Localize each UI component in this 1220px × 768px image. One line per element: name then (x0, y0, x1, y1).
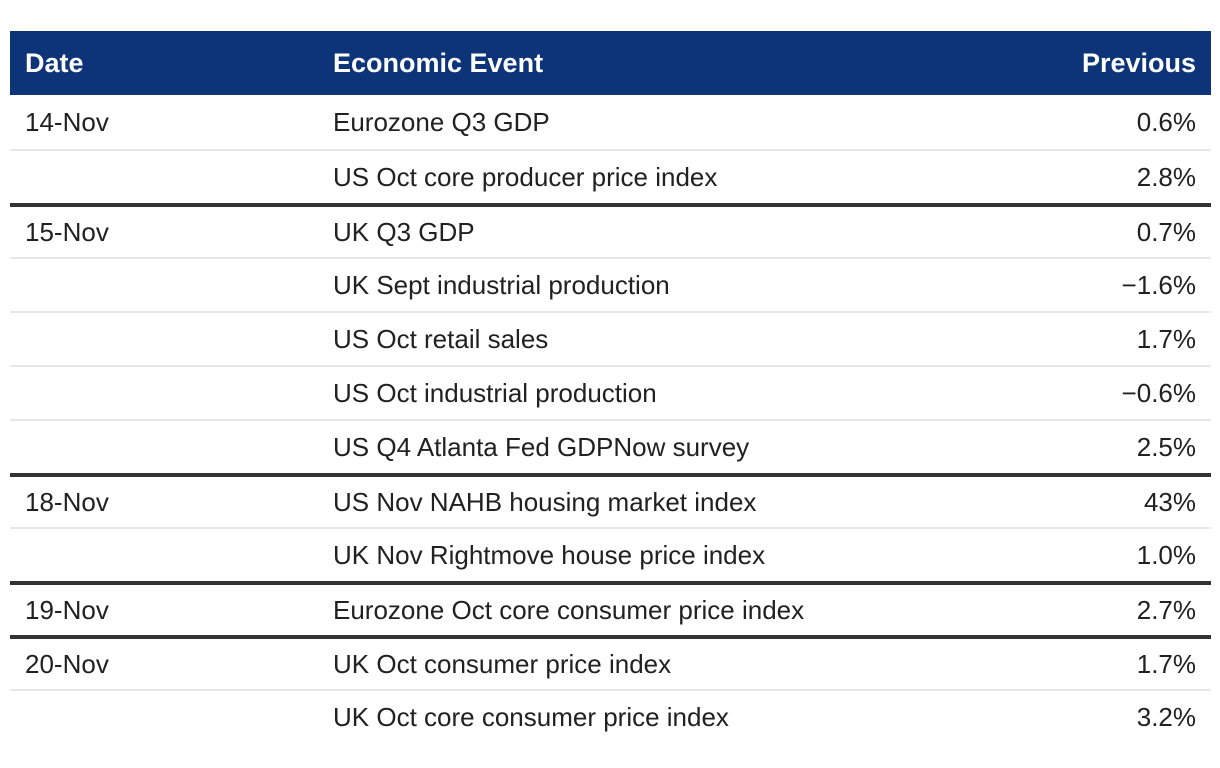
previous-cell: 0.7% (1136, 216, 1196, 247)
previous-cell: 3.2% (1136, 701, 1196, 732)
table-row: US Oct core producer price index 2.8% (10, 149, 1211, 203)
event-cell: US Oct retail sales (333, 323, 549, 354)
event-cell: UK Sept industrial production (333, 269, 670, 300)
date-cell: 15-Nov (25, 216, 109, 247)
table-row: 14-Nov Eurozone Q3 GDP 0.6% (10, 95, 1211, 149)
column-header-date: Date (25, 47, 84, 78)
previous-cell: 2.8% (1136, 161, 1196, 192)
event-cell: US Nov NAHB housing market index (333, 486, 757, 517)
event-cell: US Oct core producer price index (333, 161, 718, 192)
table-row: US Oct industrial production −0.6% (10, 365, 1211, 419)
event-cell: Eurozone Oct core consumer price index (333, 594, 805, 625)
previous-cell: 2.5% (1136, 431, 1196, 462)
previous-cell: 43% (1143, 486, 1196, 517)
table-body: 14-Nov Eurozone Q3 GDP 0.6% US Oct core … (10, 95, 1211, 743)
table-row: UK Nov Rightmove house price index 1.0% (10, 527, 1211, 581)
previous-cell: 1.7% (1136, 323, 1196, 354)
table-row: 18-Nov US Nov NAHB housing market index … (10, 473, 1211, 527)
table-row: 20-Nov UK Oct consumer price index 1.7% (10, 635, 1211, 689)
table-row: US Oct retail sales 1.7% (10, 311, 1211, 365)
economic-calendar-table: Date Economic Event Previous 14-Nov Euro… (10, 31, 1211, 743)
previous-cell: 1.0% (1136, 539, 1196, 570)
table-row: 15-Nov UK Q3 GDP 0.7% (10, 203, 1211, 257)
event-cell: UK Q3 GDP (333, 216, 475, 247)
event-cell: UK Oct consumer price index (333, 648, 672, 679)
previous-cell: −1.6% (1121, 269, 1196, 300)
date-cell: 18-Nov (25, 486, 109, 517)
event-cell: US Q4 Atlanta Fed GDPNow survey (333, 431, 750, 462)
event-cell: Eurozone Q3 GDP (333, 106, 550, 137)
event-cell: UK Nov Rightmove house price index (333, 539, 766, 570)
table-row: UK Oct core consumer price index 3.2% (10, 689, 1211, 743)
column-header-economic-event: Economic Event (333, 47, 544, 78)
event-cell: UK Oct core consumer price index (333, 701, 729, 732)
table-row: UK Sept industrial production −1.6% (10, 257, 1211, 311)
previous-cell: 2.7% (1136, 594, 1196, 625)
previous-cell: 1.7% (1136, 648, 1196, 679)
event-cell: US Oct industrial production (333, 377, 657, 408)
date-cell: 14-Nov (25, 106, 109, 137)
date-cell: 20-Nov (25, 648, 109, 679)
table-header-row: Date Economic Event Previous (10, 31, 1211, 95)
table-row: 19-Nov Eurozone Oct core consumer price … (10, 581, 1211, 635)
previous-cell: 0.6% (1136, 106, 1196, 137)
previous-cell: −0.6% (1121, 377, 1196, 408)
column-header-previous: Previous (1081, 47, 1196, 78)
date-cell: 19-Nov (25, 594, 109, 625)
table-row: US Q4 Atlanta Fed GDPNow survey 2.5% (10, 419, 1211, 473)
